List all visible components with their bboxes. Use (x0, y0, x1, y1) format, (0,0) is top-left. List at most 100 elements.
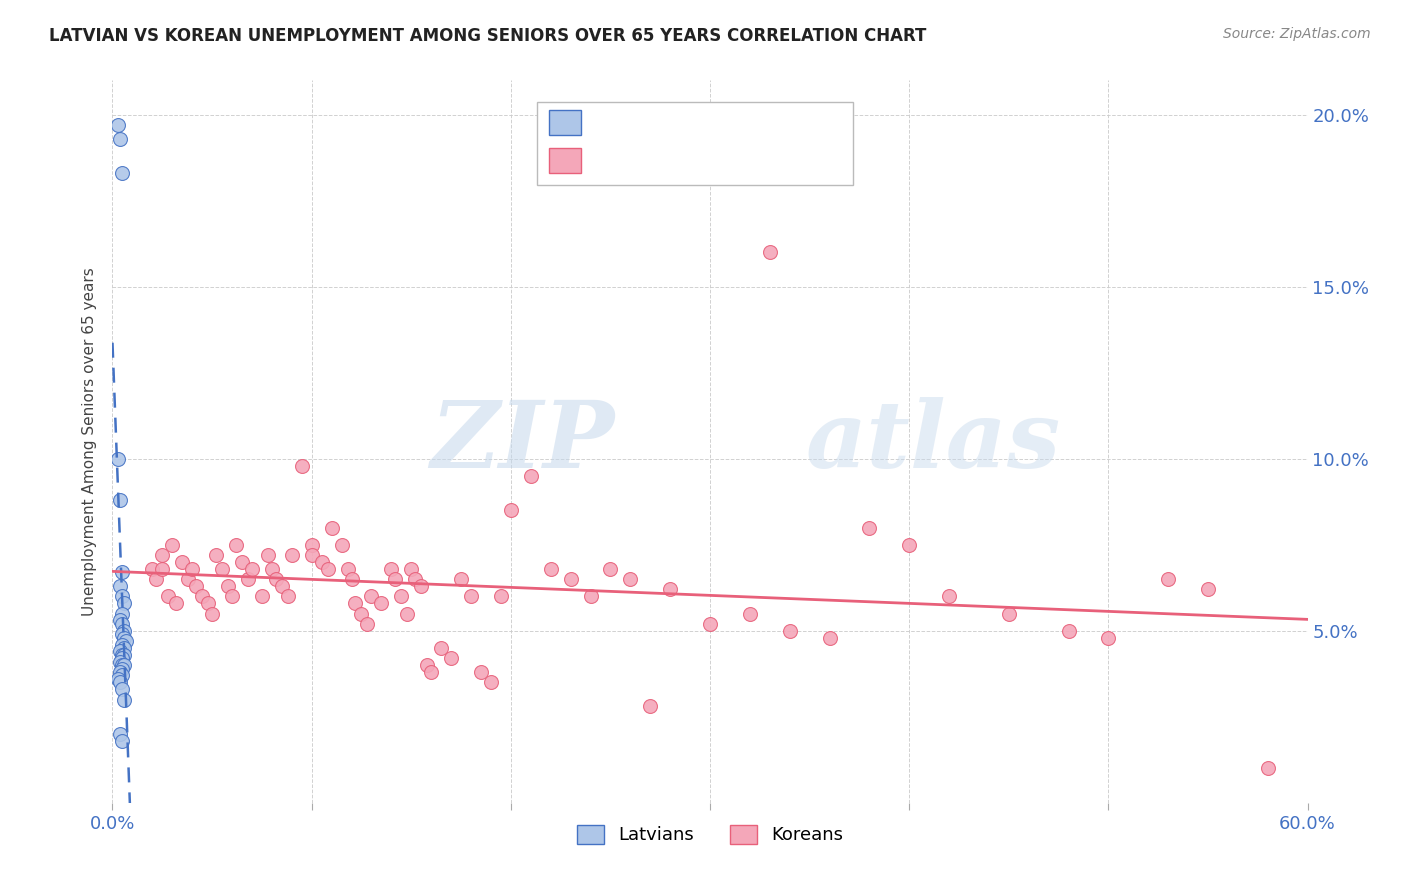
Point (250, 590, 273, 604)
Point (114, 624, 135, 638)
Point (489, 590, 512, 604)
Point (479, 675, 502, 690)
Point (330, 538, 353, 552)
Point (114, 640, 135, 655)
Point (110, 493, 132, 508)
Point (231, 555, 253, 569)
Point (344, 596, 367, 610)
Point (301, 538, 323, 552)
Point (157, 590, 180, 604)
Point (162, 538, 183, 552)
Point (111, 682, 134, 697)
Point (172, 555, 194, 569)
Point (110, 579, 132, 593)
Point (114, 596, 135, 610)
Point (440, 651, 463, 665)
Point (316, 562, 339, 576)
Point (115, 634, 138, 648)
Point (998, 607, 1021, 621)
Point (111, 658, 134, 673)
Point (201, 607, 224, 621)
Point (110, 675, 132, 690)
Point (114, 631, 135, 645)
Point (411, 579, 433, 593)
Point (111, 590, 134, 604)
Point (619, 572, 641, 586)
Point (738, 607, 761, 621)
Point (225, 538, 247, 552)
Point (165, 596, 187, 610)
Point (460, 590, 482, 604)
Point (1197, 582, 1219, 597)
Point (1097, 631, 1119, 645)
Point (404, 572, 426, 586)
Point (470, 665, 492, 679)
Point (599, 562, 621, 576)
Point (111, 662, 134, 676)
Point (110, 644, 132, 658)
Point (111, 648, 134, 662)
Point (264, 572, 287, 586)
Y-axis label: Unemployment Among Seniors over 65 years: Unemployment Among Seniors over 65 years (82, 268, 97, 615)
Point (699, 616, 721, 631)
Point (1257, 761, 1279, 775)
Point (111, 627, 134, 641)
Point (416, 658, 439, 673)
Point (191, 590, 214, 604)
Point (384, 572, 406, 586)
Point (141, 562, 163, 576)
Point (450, 572, 472, 586)
Point (111, 668, 134, 682)
Point (370, 596, 392, 610)
Point (430, 640, 453, 655)
Point (1157, 572, 1180, 586)
Point (236, 572, 259, 586)
Point (380, 562, 402, 576)
Point (110, 614, 132, 628)
Point (211, 562, 233, 576)
Point (389, 590, 412, 604)
Point (520, 469, 543, 483)
Point (107, 118, 129, 132)
Point (779, 624, 801, 638)
Point (291, 458, 314, 473)
Point (396, 607, 419, 621)
Point (114, 648, 135, 662)
Point (186, 579, 208, 593)
Text: ZIP: ZIP (430, 397, 614, 486)
Point (360, 590, 382, 604)
Point (1057, 624, 1080, 638)
Point (110, 132, 132, 146)
Point (110, 665, 132, 679)
Point (150, 562, 173, 576)
Point (640, 699, 662, 714)
Point (938, 590, 960, 604)
Point (321, 520, 343, 534)
Point (420, 665, 443, 679)
Text: LATVIAN VS KOREAN UNEMPLOYMENT AMONG SENIORS OVER 65 YEARS CORRELATION CHART: LATVIAN VS KOREAN UNEMPLOYMENT AMONG SEN… (49, 27, 927, 45)
Point (111, 651, 134, 665)
Text: Source: ZipAtlas.com: Source: ZipAtlas.com (1223, 27, 1371, 41)
Point (560, 572, 582, 586)
Point (659, 582, 682, 597)
Point (301, 548, 323, 562)
Point (177, 572, 200, 586)
Point (540, 562, 562, 576)
Point (107, 451, 129, 466)
Point (217, 579, 239, 593)
Point (111, 166, 134, 180)
Point (858, 520, 880, 534)
Point (350, 607, 373, 621)
Point (111, 616, 134, 631)
Point (181, 562, 204, 576)
Point (818, 631, 841, 645)
Point (311, 555, 333, 569)
Point (110, 727, 132, 741)
Point (111, 566, 134, 580)
Point (111, 607, 134, 621)
Point (111, 734, 134, 748)
Point (336, 562, 359, 576)
Point (197, 596, 219, 610)
Point (110, 655, 132, 669)
Point (205, 548, 228, 562)
